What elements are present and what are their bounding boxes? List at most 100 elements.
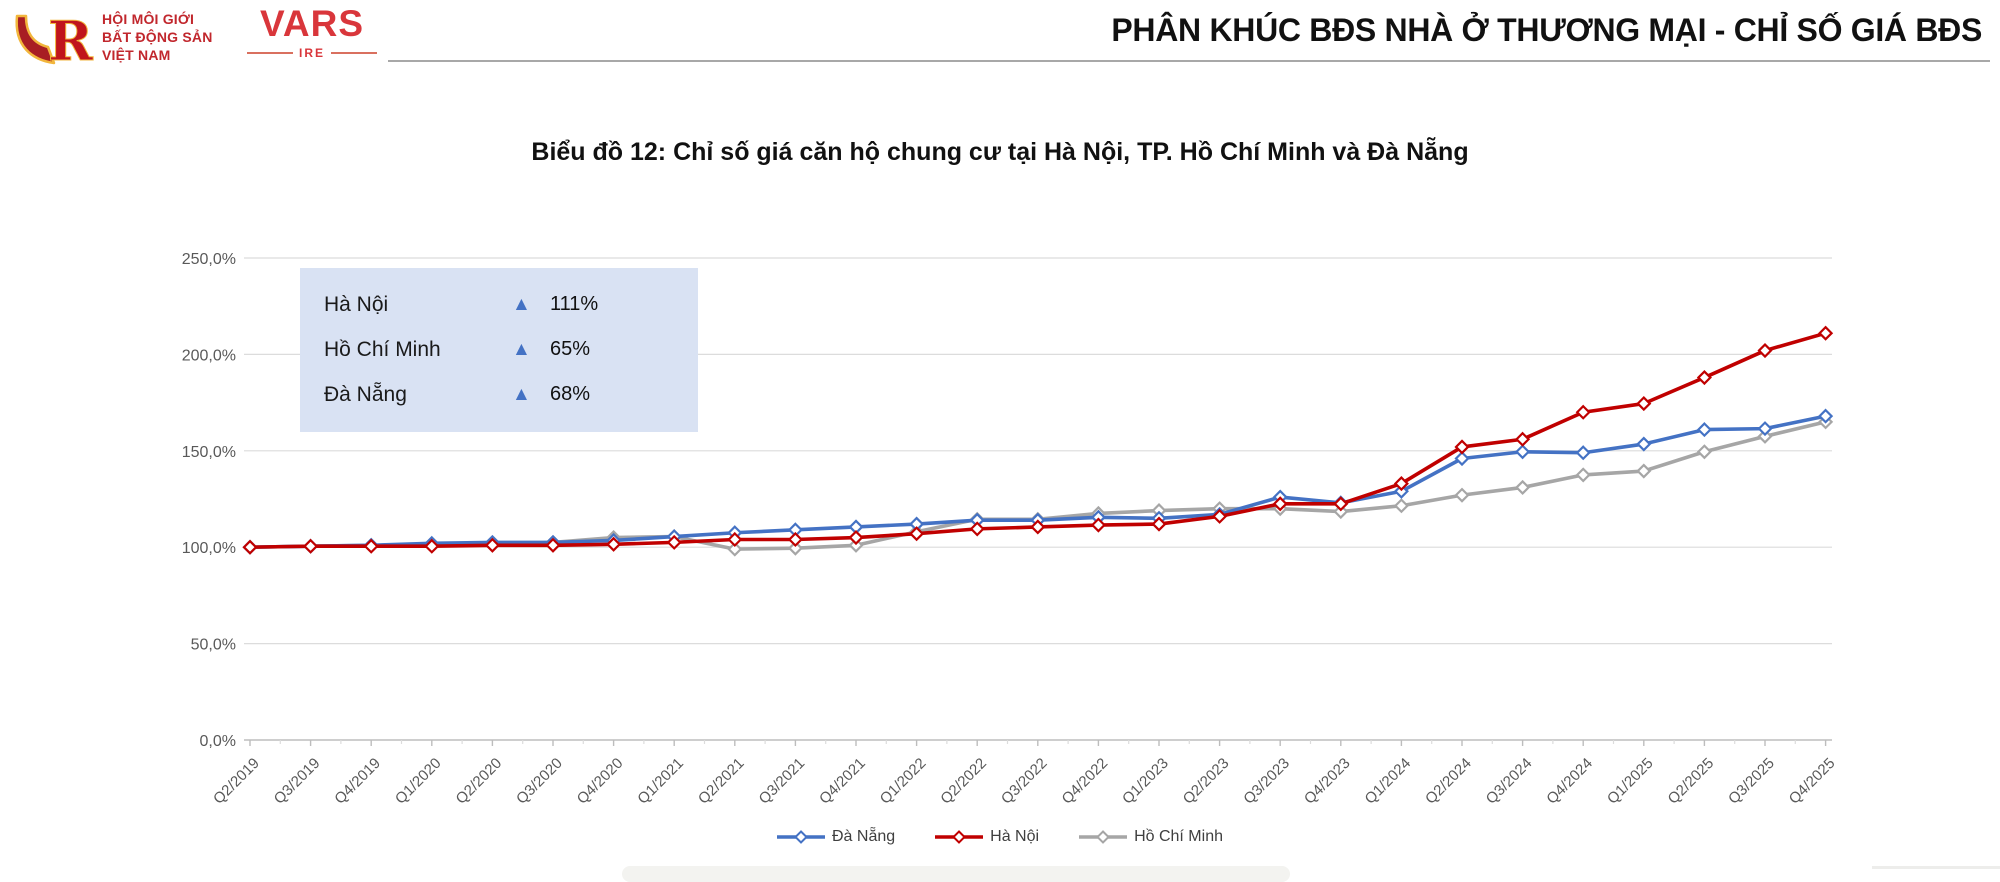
data-point-diamond-icon: [969, 521, 985, 537]
vars-rule-right: [331, 52, 378, 54]
x-axis-label: Q4/2020: [574, 755, 627, 808]
triangle-up-icon: ▲: [512, 294, 531, 315]
summary-growth-value: 68%: [550, 383, 591, 405]
data-point-diamond-icon: [1333, 503, 1349, 520]
summary-city-label: Đà Nẵng: [324, 382, 407, 406]
x-axis-label: Q3/2023: [1240, 755, 1293, 808]
x-axis-label: Q2/2019: [210, 755, 263, 808]
summary-city-label: Hà Nội: [324, 292, 389, 316]
data-point-diamond-icon: [1636, 463, 1652, 479]
x-axis-label: Q1/2021: [634, 755, 687, 808]
triangle-up-icon: ▲: [512, 384, 531, 405]
legend-swatch-icon: [777, 830, 825, 844]
summary-growth-value: 65%: [550, 338, 591, 360]
data-point-diamond-icon: [1393, 483, 1409, 499]
data-point-diamond-icon: [1030, 519, 1046, 535]
data-point-diamond-icon: [1636, 396, 1652, 412]
triangle-up-icon: ▲: [512, 339, 531, 360]
org-name-line3: VIỆT NAM: [102, 46, 171, 63]
y-axis-label: 200,0%: [182, 347, 236, 364]
vars-logo-text: VARS: [259, 3, 365, 44]
x-axis-label: Q2/2021: [695, 755, 748, 808]
data-point-diamond-icon: [303, 538, 319, 554]
data-point-diamond-icon: [545, 537, 561, 553]
data-point-diamond-icon: [1575, 445, 1591, 461]
data-point-diamond-icon: [1696, 444, 1712, 460]
title-underline: [388, 60, 1990, 62]
svg-text:R: R: [48, 9, 94, 70]
legend-label: Hồ Chí Minh: [1134, 828, 1223, 845]
data-point-diamond-icon: [1151, 516, 1167, 532]
y-axis-label: 100,0%: [182, 540, 236, 557]
y-axis-label: 250,0%: [182, 251, 236, 268]
vars-logo: VARS IRE: [247, 3, 378, 60]
page-title: PHÂN KHÚC BĐS NHÀ Ở THƯƠNG MẠI - CHỈ SỐ …: [1111, 12, 1982, 48]
y-axis-label: 150,0%: [182, 444, 236, 461]
data-point-diamond-icon: [1696, 369, 1712, 386]
legend-label: Hà Nội: [990, 828, 1040, 845]
data-point-diamond-icon: [1515, 431, 1531, 447]
data-point-diamond-icon: [363, 538, 379, 554]
x-axis-label: Q3/2021: [756, 755, 809, 808]
data-point-diamond-icon: [787, 540, 803, 556]
bottom-cutoff-bar: [622, 866, 1290, 882]
x-axis-label: Q4/2019: [331, 755, 384, 808]
data-point-diamond-icon: [727, 531, 743, 548]
data-point-diamond-icon: [848, 530, 864, 546]
legend-item: Hồ Chí Minh: [1079, 828, 1223, 846]
x-axis-label: Q1/2020: [392, 755, 445, 808]
data-point-diamond-icon: [606, 536, 622, 552]
data-point-diamond-icon: [1696, 422, 1712, 438]
x-axis-label: Q3/2025: [1725, 755, 1778, 808]
data-point-diamond-icon: [666, 534, 682, 550]
x-axis-label: Q4/2021: [816, 755, 869, 808]
data-point-diamond-icon: [1757, 342, 1773, 359]
x-axis-label: Q2/2020: [453, 755, 506, 808]
data-point-diamond-icon: [1272, 496, 1288, 512]
x-axis-label: Q4/2024: [1543, 755, 1596, 808]
x-axis-label: Q2/2022: [937, 755, 990, 808]
x-axis-label: Q3/2024: [1483, 755, 1536, 808]
data-point-diamond-icon: [1818, 325, 1834, 341]
data-point-diamond-icon: [1393, 498, 1409, 514]
x-axis-label: Q1/2023: [1119, 755, 1172, 808]
vars-rule-left: [247, 52, 293, 54]
org-name: HỘI MÔI GIỚI BẤT ĐỘNG SẢN VIỆT NAM: [102, 11, 213, 65]
data-point-diamond-icon: [1636, 436, 1652, 452]
org-name-line2: BẤT ĐỘNG SẢN: [102, 28, 213, 45]
data-point-diamond-icon: [909, 526, 925, 542]
data-point-diamond-icon: [848, 537, 864, 553]
data-point-diamond-icon: [1515, 479, 1531, 495]
x-axis-label: Q4/2022: [1059, 755, 1112, 808]
data-point-diamond-icon: [484, 537, 500, 553]
bottom-cutoff-line: [1872, 866, 2000, 869]
data-point-diamond-icon: [1515, 444, 1531, 460]
chart-title: Biểu đồ 12: Chỉ số giá căn hộ chung cư t…: [531, 138, 1469, 166]
data-point-diamond-icon: [1393, 476, 1409, 492]
summary-row: Hồ Chí Minh ▲ 65%: [324, 327, 698, 372]
data-point-diamond-icon: [1818, 408, 1834, 424]
data-point-diamond-icon: [1212, 508, 1228, 524]
data-point-diamond-icon: [242, 539, 258, 555]
summary-city-label: Hồ Chí Minh: [324, 337, 441, 361]
x-axis-label: Q4/2023: [1301, 755, 1354, 808]
y-axis-label: 50,0%: [191, 637, 236, 654]
data-point-diamond-icon: [1575, 404, 1591, 420]
x-axis-label: Q4/2025: [1786, 755, 1839, 808]
x-axis-label: Q2/2023: [1180, 755, 1233, 808]
data-point-diamond-icon: [727, 541, 743, 557]
summary-row: Đà Nẵng ▲ 68%: [324, 372, 698, 417]
vr-association-logo: R: [15, 9, 95, 70]
legend-item: Hà Nội: [935, 828, 1039, 846]
x-axis-label: Q3/2020: [513, 755, 566, 808]
x-axis-label: Q1/2024: [1362, 755, 1415, 808]
data-point-diamond-icon: [1757, 421, 1773, 437]
data-point-diamond-icon: [424, 538, 440, 554]
data-point-diamond-icon: [1333, 496, 1349, 512]
data-point-diamond-icon: [787, 531, 803, 548]
x-axis-label: Q1/2022: [877, 755, 930, 808]
chart-legend: Đà Nẵng Hà Nội Hồ Chí Minh: [0, 828, 2000, 846]
data-point-diamond-icon: [1757, 428, 1773, 444]
legend-item: Đà Nẵng: [777, 828, 895, 846]
